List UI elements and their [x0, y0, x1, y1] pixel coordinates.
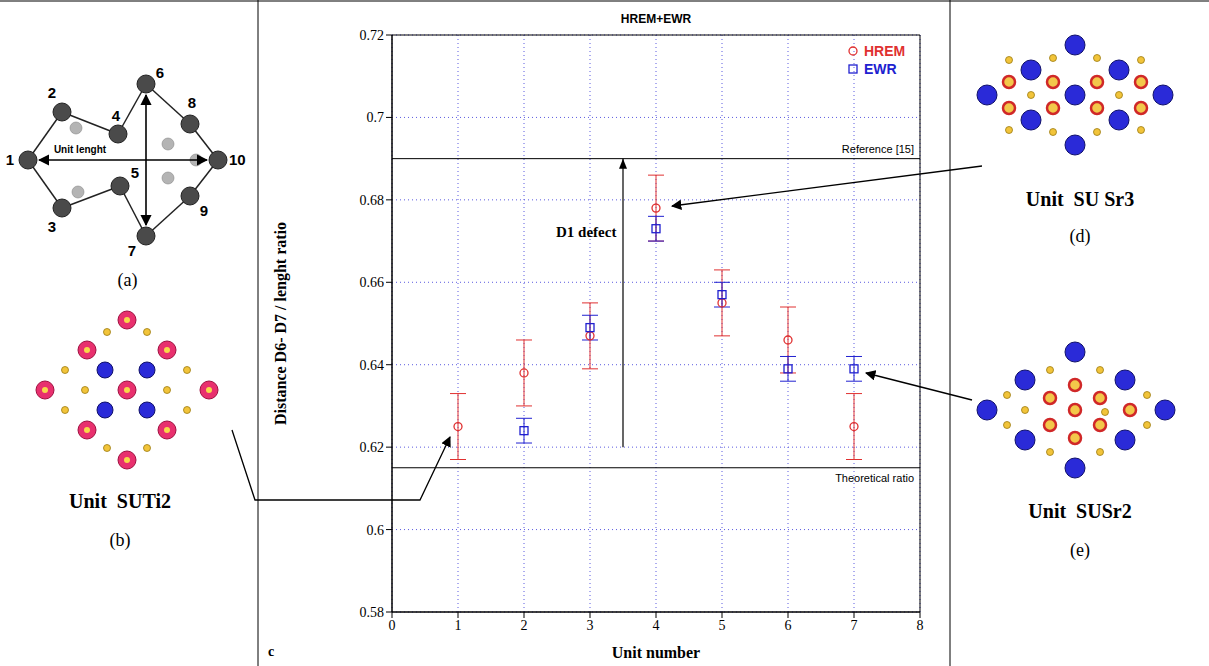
svg-text:2: 2	[521, 618, 528, 633]
svg-text:7: 7	[851, 618, 858, 633]
svg-text:1: 1	[6, 151, 14, 168]
svg-text:9: 9	[200, 202, 208, 219]
svg-text:0.58: 0.58	[360, 605, 385, 620]
svg-text:4: 4	[112, 107, 121, 124]
svg-text:0.64: 0.64	[360, 358, 385, 373]
html-text:(a): (a)	[117, 270, 138, 290]
svg-text:0: 0	[389, 618, 396, 633]
svg-text:6: 6	[156, 64, 164, 81]
svg-text:6: 6	[785, 618, 792, 633]
svg-text:7: 7	[128, 242, 136, 259]
html-text:HREM: HREM	[864, 43, 906, 59]
svg-text:0.62: 0.62	[360, 440, 385, 455]
svg-text:5: 5	[131, 164, 139, 181]
svg-text:0.7: 0.7	[367, 110, 385, 125]
svg-text:0.6: 0.6	[367, 523, 385, 538]
svg-text:8: 8	[917, 618, 924, 633]
svg-text:3: 3	[587, 618, 594, 633]
svg-text:3: 3	[48, 218, 56, 235]
svg-text:0.72: 0.72	[360, 28, 385, 43]
html-text:EWR: EWR	[864, 61, 897, 77]
html-text:HREM+EWR: HREM+EWR	[620, 12, 692, 26]
svg-text:D1 defect: D1 defect	[556, 224, 616, 240]
html-text:Unit SU Sr3: Unit SU Sr3	[1025, 188, 1135, 210]
html-text:c: c	[268, 644, 275, 659]
svg-text:1: 1	[455, 618, 462, 633]
html-text:(b): (b)	[109, 530, 131, 550]
html-text:(d): (d)	[1069, 226, 1091, 246]
html-text:(e): (e)	[1070, 540, 1090, 560]
svg-text:4: 4	[653, 618, 660, 633]
html-text:Unit SUSr2: Unit SUSr2	[1028, 500, 1132, 522]
svg-text:Distance D6- D7 / lenght ratio: Distance D6- D7 / lenght ratio	[272, 222, 290, 425]
svg-text:10: 10	[229, 151, 246, 168]
svg-text:0.68: 0.68	[360, 193, 385, 208]
svg-text:Unit lenght: Unit lenght	[54, 144, 107, 155]
svg-text:0.66: 0.66	[360, 275, 385, 290]
svg-text:5: 5	[719, 618, 726, 633]
svg-text:Theoretical ratio: Theoretical ratio	[835, 472, 914, 484]
svg-text:8: 8	[188, 94, 196, 111]
svg-text:Unit number: Unit number	[612, 644, 700, 661]
svg-text:2: 2	[48, 84, 56, 101]
html-text:Unit SUTi2: Unit SUTi2	[69, 490, 171, 512]
svg-text:Reference [15]: Reference [15]	[842, 143, 914, 155]
